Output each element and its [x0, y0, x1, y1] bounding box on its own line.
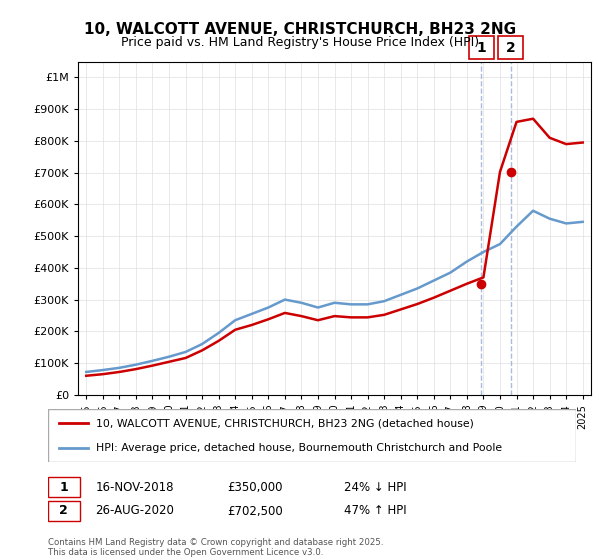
- Text: 10, WALCOTT AVENUE, CHRISTCHURCH, BH23 2NG: 10, WALCOTT AVENUE, CHRISTCHURCH, BH23 2…: [84, 22, 516, 38]
- Text: HPI: Average price, detached house, Bournemouth Christchurch and Poole: HPI: Average price, detached house, Bour…: [95, 442, 502, 452]
- FancyBboxPatch shape: [48, 477, 80, 497]
- Text: 1: 1: [476, 41, 487, 55]
- Text: 16-NOV-2018: 16-NOV-2018: [95, 480, 174, 494]
- FancyBboxPatch shape: [48, 409, 576, 462]
- Text: 24% ↓ HPI: 24% ↓ HPI: [344, 480, 406, 494]
- Text: 26-AUG-2020: 26-AUG-2020: [95, 505, 175, 517]
- Text: £350,000: £350,000: [227, 480, 283, 494]
- Text: 1: 1: [59, 480, 68, 494]
- Text: 2: 2: [59, 505, 68, 517]
- FancyBboxPatch shape: [469, 36, 494, 59]
- Text: 10, WALCOTT AVENUE, CHRISTCHURCH, BH23 2NG (detached house): 10, WALCOTT AVENUE, CHRISTCHURCH, BH23 2…: [95, 418, 473, 428]
- Text: Contains HM Land Registry data © Crown copyright and database right 2025.
This d: Contains HM Land Registry data © Crown c…: [48, 538, 383, 557]
- FancyBboxPatch shape: [48, 501, 80, 521]
- FancyBboxPatch shape: [498, 36, 523, 59]
- Text: 47% ↑ HPI: 47% ↑ HPI: [344, 505, 406, 517]
- Text: £702,500: £702,500: [227, 505, 283, 517]
- Text: Price paid vs. HM Land Registry's House Price Index (HPI): Price paid vs. HM Land Registry's House …: [121, 36, 479, 49]
- Text: 2: 2: [506, 41, 515, 55]
